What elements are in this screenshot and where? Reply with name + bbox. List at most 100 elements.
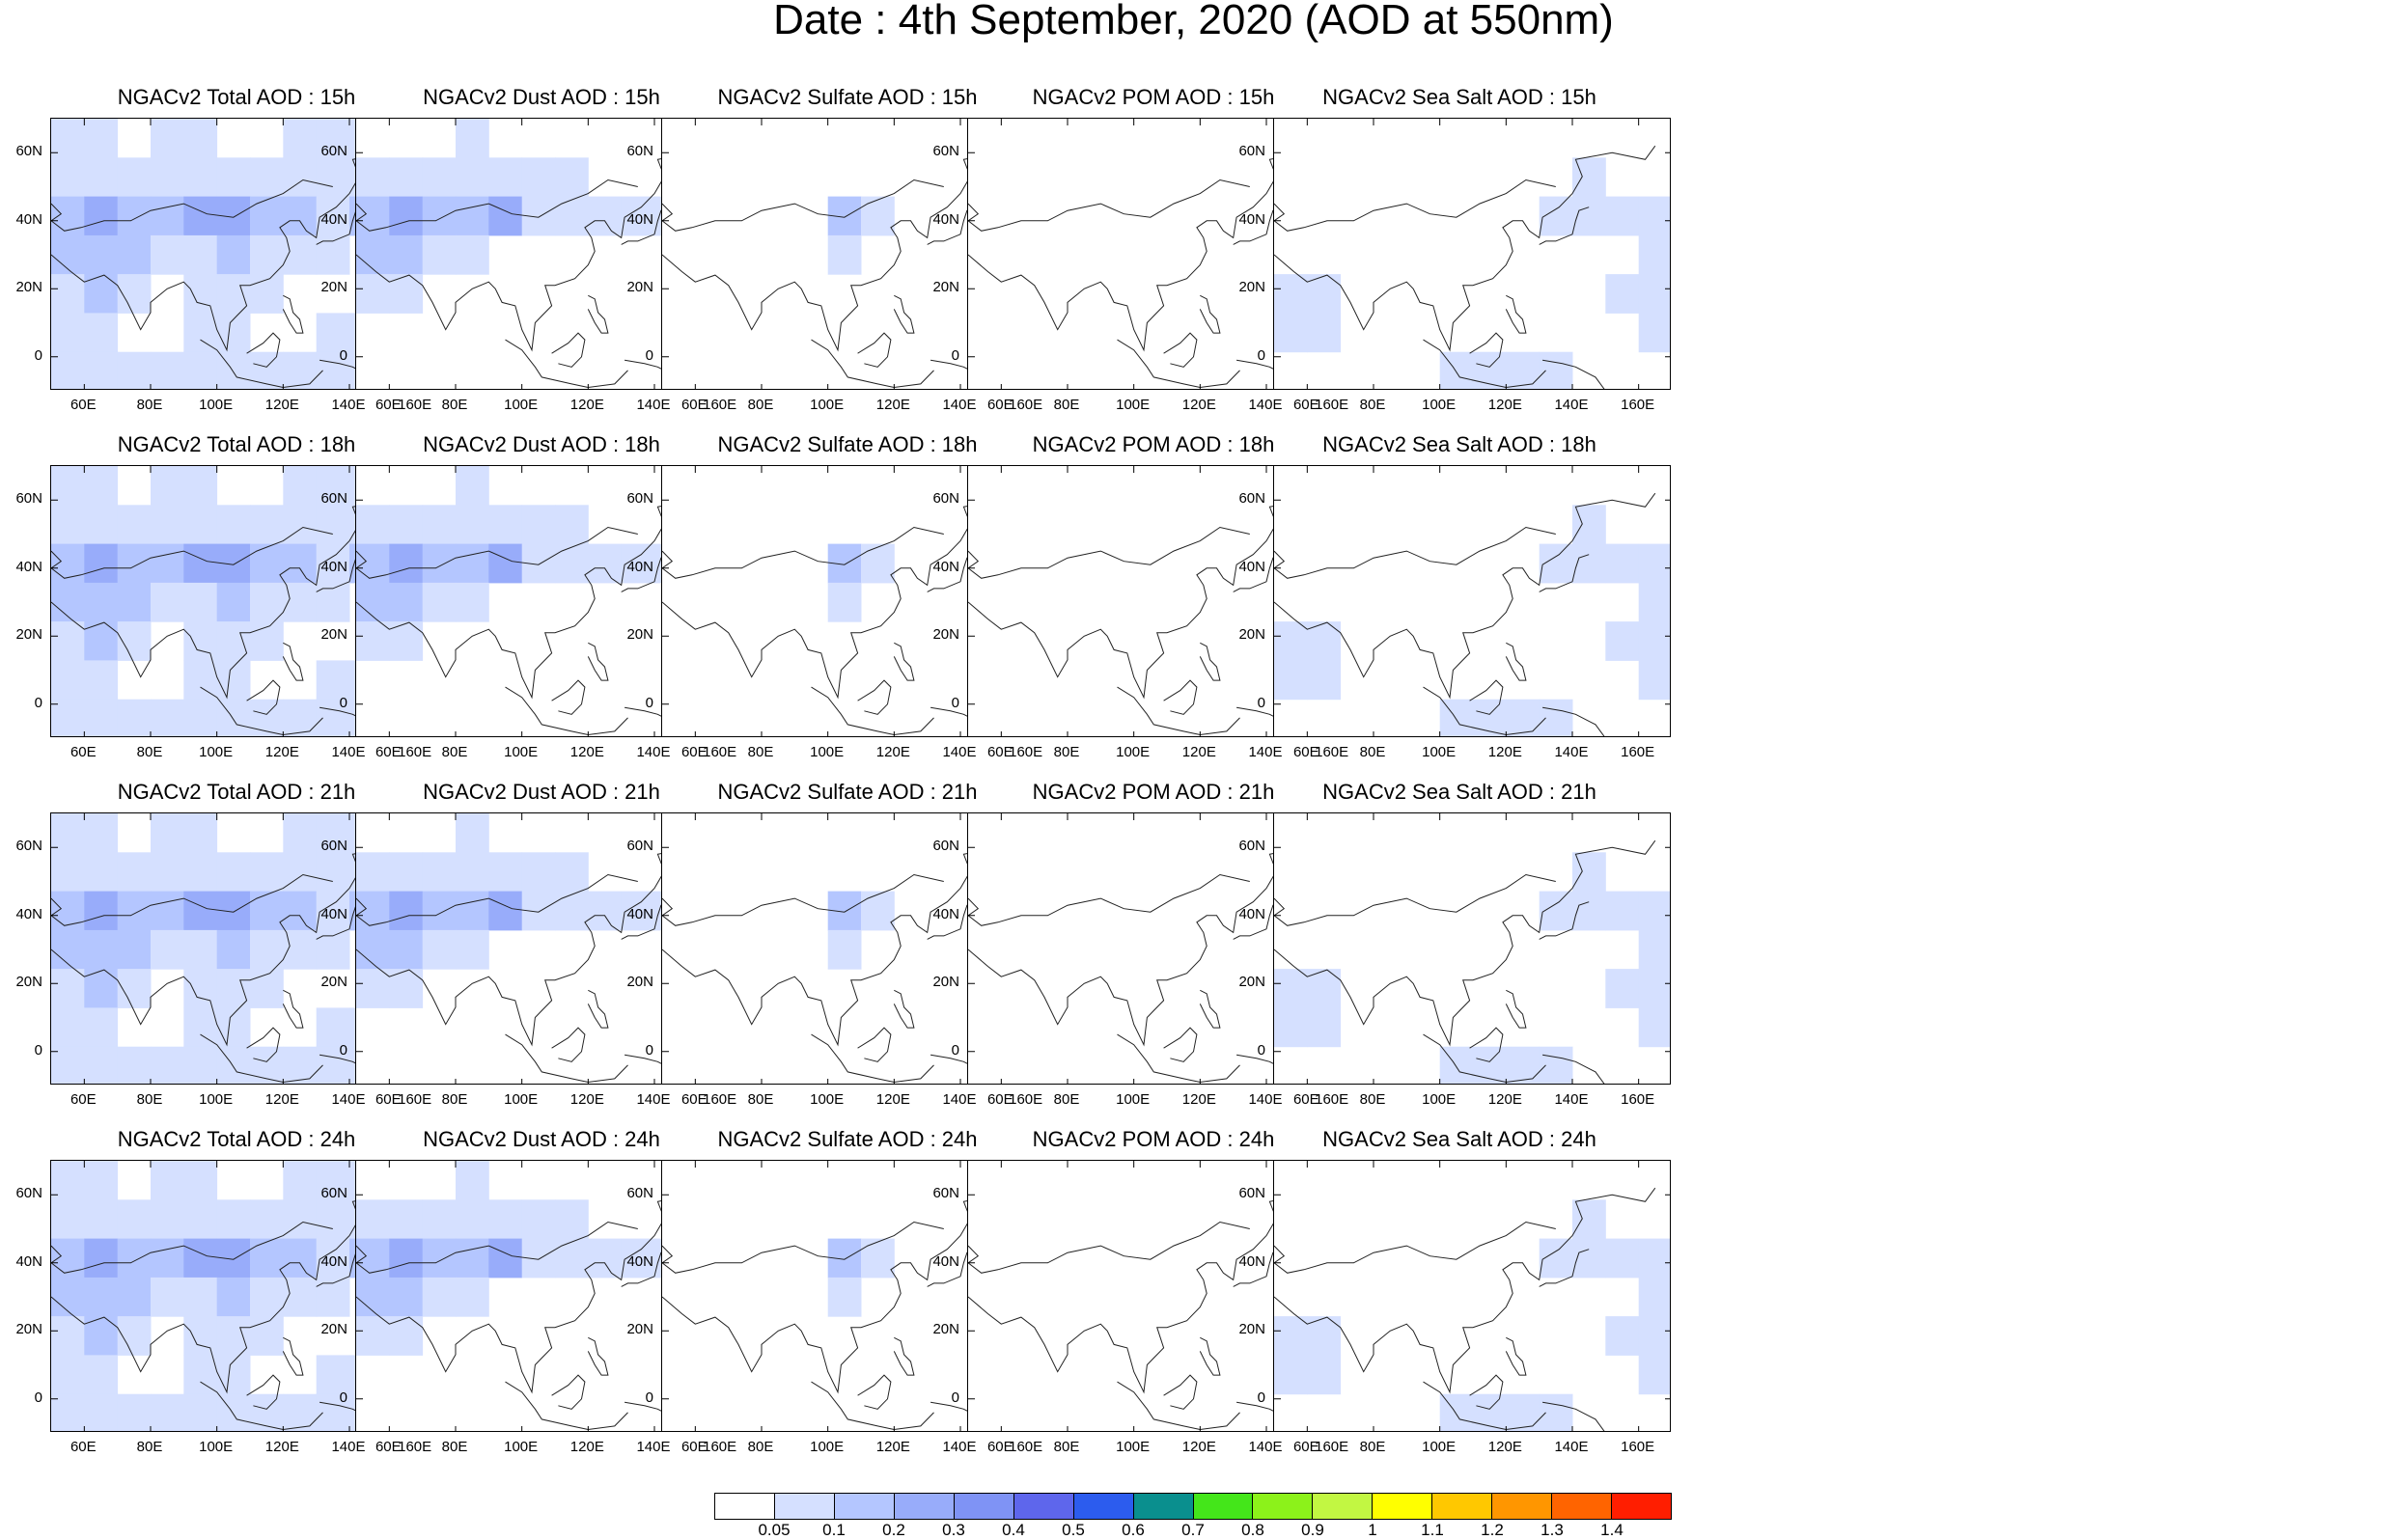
lat-label: 20N [1238,279,1265,296]
lon-label: 80E [136,1439,163,1455]
aod-cell [216,699,251,736]
aod-cell [488,157,523,198]
colorbar-swatch [1612,1494,1671,1519]
lon-label: 140E [331,1439,366,1455]
aod-cell [1307,274,1342,314]
aod-cell [1274,1316,1308,1356]
aod-cell [356,929,390,970]
coastline [857,679,892,715]
lat-label: 40N [15,1252,42,1270]
lon-label: 160E [1315,1439,1349,1455]
lat-label: 60N [15,838,42,855]
lon-label: 80E [1053,1439,1080,1455]
coastline [1233,1249,1284,1287]
aod-cell [151,157,184,198]
aod-cell [183,1046,218,1084]
aod-cell [84,891,119,931]
aod-cell [1506,351,1540,389]
lat-label: 20N [15,1321,42,1338]
aod-cell [51,621,85,661]
aod-cell [316,1161,350,1200]
lon-label: 100E [504,397,539,413]
aod-cell [84,466,119,506]
aod-cell [151,1199,184,1240]
aod-cell [151,1161,184,1200]
colorbar-label: 1.2 [1481,1521,1504,1539]
lat-label: 60N [320,143,347,160]
coastline [1199,294,1221,334]
aod-cell [356,891,390,931]
lon-label: 120E [1181,744,1216,760]
lat-label: 20N [15,626,42,644]
colorbar-swatch [834,1494,895,1519]
colorbar-label: 1.4 [1600,1521,1624,1539]
aod-cell [1506,699,1540,736]
lon-label: 80E [1053,744,1080,760]
aod-cell [356,196,390,236]
aod-cell [488,852,523,893]
aod-cell [250,1277,284,1317]
lat-label: 40N [626,905,653,922]
lon-label: 140E [942,1439,977,1455]
aod-cell [283,234,318,275]
lat-label: 40N [320,905,347,922]
aod-cell [1274,660,1308,701]
aod-cell [389,234,424,275]
lon-label: 120E [1487,1439,1522,1455]
coastline [1117,339,1240,389]
colorbar-swatch [1133,1494,1194,1519]
lat-label: 60N [1238,838,1265,855]
aod-cell [51,1238,85,1279]
aod-cell [151,852,184,893]
aod-cell [250,1046,284,1084]
coastline [551,332,586,368]
lon-label: 80E [136,397,163,413]
lon-label: 60E [986,744,1013,760]
lat-label: 60N [626,143,653,160]
aod-cell [389,505,424,545]
aod-cell [1539,351,1573,389]
aod-cell [84,929,119,970]
aod-cell [356,1316,390,1356]
aod-cell [283,1199,318,1240]
aod-cell [1506,1046,1540,1084]
lon-label: 140E [1554,1091,1589,1108]
coastline [51,839,433,1047]
aod-cell [84,119,119,158]
lon-label: 160E [1009,397,1043,413]
coastline [282,1336,304,1376]
lon-label: 80E [747,1439,774,1455]
aod-cell [51,582,85,622]
lon-label: 160E [703,744,737,760]
coastline [587,1336,609,1376]
aod-cell [117,157,152,198]
aod-cell [117,1199,152,1240]
coastline [1199,642,1221,681]
aod-cell [117,351,152,389]
aod-cell [521,157,556,198]
aod-cell [456,1277,489,1317]
panel-title: NGACv2 Dust AOD : 15h [423,85,660,109]
lon-label: 140E [1248,744,1283,760]
coastline [968,1187,1350,1394]
panel-title: NGACv2 Sea Salt AOD : 21h [1322,780,1596,804]
aod-cell [521,852,556,893]
aod-cell [84,543,119,584]
aod-cell [117,929,152,970]
lon-label: 140E [636,397,671,413]
lon-label: 60E [680,1091,708,1108]
aod-cell [117,1277,152,1317]
map-plot [1274,813,1670,1084]
coastline [662,1187,1044,1394]
aod-cell [117,1238,152,1279]
aod-cell [51,891,85,931]
aod-cell [84,582,119,622]
coastline [1117,1381,1240,1431]
aod-cell [183,274,218,314]
colorbar-label: 0.3 [942,1521,965,1539]
aod-cell [456,1199,489,1240]
aod-cell [422,1238,457,1279]
lat-label: 0 [1257,1041,1265,1059]
lon-label: 140E [1248,397,1283,413]
aod-cell [151,1238,184,1279]
